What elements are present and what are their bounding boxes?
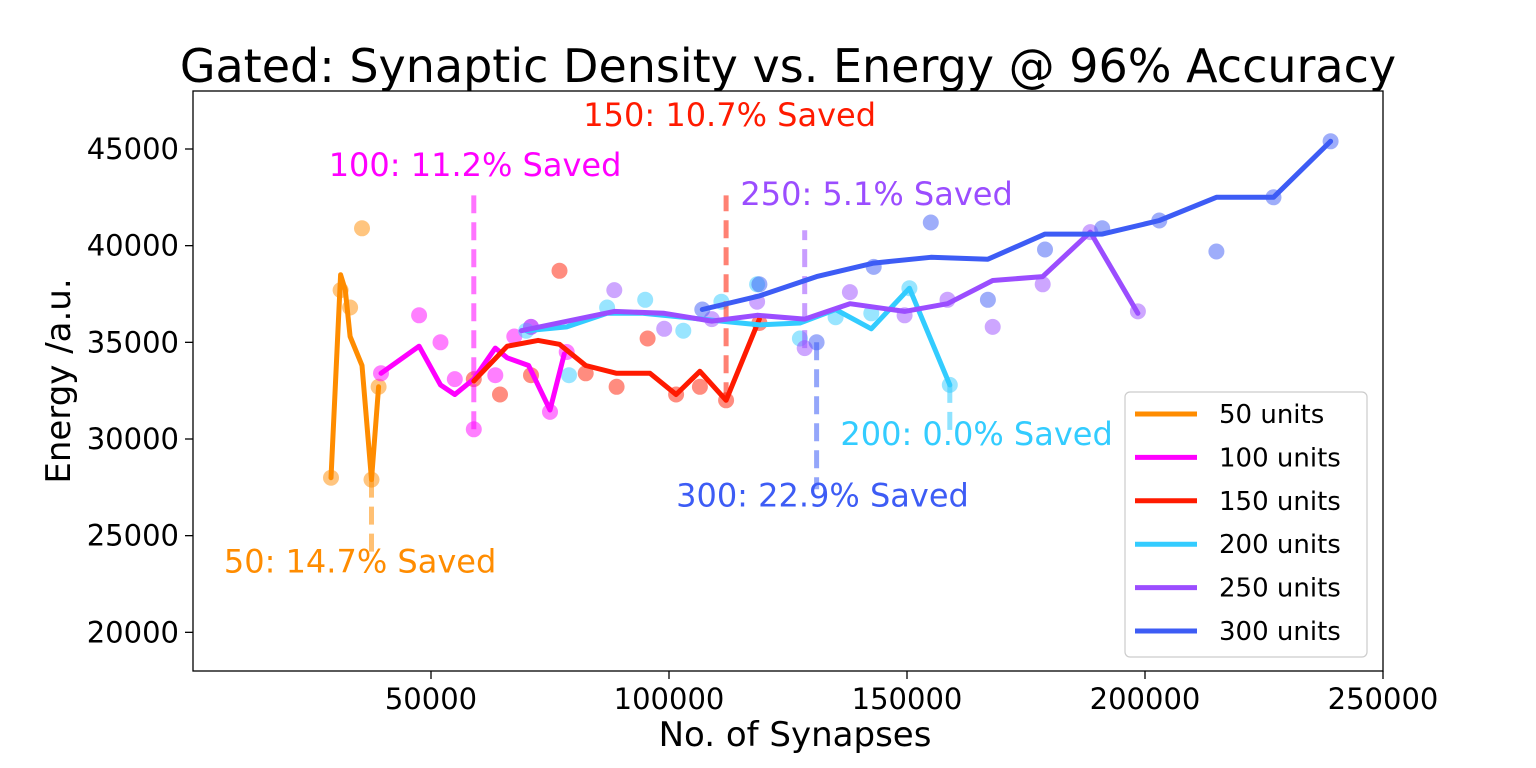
axes-frame — [192, 90, 1384, 672]
x-tick-label-4: 250000 — [1328, 682, 1439, 716]
legend-label-4: 250 units — [1219, 574, 1341, 604]
series-line-1 — [378, 343, 567, 413]
legend-label-5: 300 units — [1219, 617, 1341, 647]
data-point-1-2 — [432, 334, 449, 351]
data-point-4-9 — [984, 318, 1001, 335]
x-axis-ticks: 50000 100000 150000 200000 250000 — [385, 671, 1438, 716]
plot-area: 50: 14.7% Saved 100: 11.2% Saved 150: 10.7… — [224, 96, 1339, 581]
data-point-1-3 — [446, 371, 463, 388]
y-axis-ticks: 20000 25000 30000 35000 40000 45000 — [87, 132, 193, 649]
data-point-3-4 — [675, 322, 692, 339]
annotation-label-2: 150: 10.7% Saved — [583, 96, 876, 134]
x-axis-label: No. of Synapses — [659, 715, 932, 755]
series-line-5 — [699, 138, 1334, 312]
y-tick-label-2: 30000 — [87, 422, 179, 456]
legend-label-2: 150 units — [1219, 487, 1341, 517]
x-tick-label-1: 100000 — [614, 682, 725, 716]
x-tick-label-2: 150000 — [852, 682, 963, 716]
y-tick-label-3: 35000 — [87, 325, 179, 359]
data-point-5-6 — [1037, 241, 1053, 258]
data-point-4-1 — [606, 282, 623, 299]
y-tick-label-1: 25000 — [87, 519, 179, 553]
chart-title: Gated: Synaptic Density vs. Energy @ 96%… — [180, 39, 1396, 93]
data-point-4-10 — [1034, 276, 1051, 293]
data-point-2-3 — [551, 262, 568, 279]
x-tick-label-0: 50000 — [385, 682, 477, 716]
series-line-4 — [518, 229, 1141, 334]
data-point-5-9 — [1208, 243, 1225, 260]
y-tick-label-0: 20000 — [87, 615, 179, 649]
data-point-5-4 — [922, 214, 939, 231]
data-point-2-1 — [492, 386, 508, 403]
annotation-label-0: 50: 14.7% Saved — [224, 542, 496, 580]
data-point-4-6 — [841, 284, 858, 301]
series-line-2 — [471, 316, 762, 403]
legend-label-1: 100 units — [1219, 443, 1341, 473]
annotation-label-5: 300: 22.9% Saved — [676, 477, 969, 515]
annotations: 50: 14.7% Saved 100: 11.2% Saved 150: 10.7… — [224, 96, 1113, 581]
series-line-0 — [328, 272, 382, 483]
annotation-label-4: 200: 0.0% Saved — [840, 415, 1112, 453]
annotation-label-3: 250: 5.1% Saved — [740, 175, 1012, 213]
x-tick-label-3: 200000 — [1090, 682, 1201, 716]
data-point-1-5 — [487, 367, 504, 384]
data-point-5-5 — [979, 291, 996, 308]
data-point-2-5 — [608, 378, 625, 395]
data-point-1-6 — [506, 328, 523, 345]
data-point-2-6 — [639, 330, 656, 347]
y-axis-label: Energy /a.u. — [39, 278, 79, 483]
annotation-label-1: 100: 11.2% Saved — [329, 146, 622, 184]
legend-label-3: 200 units — [1219, 530, 1341, 560]
y-tick-label-4: 40000 — [87, 229, 179, 263]
legend: 50 units 100 units 150 units 200 units 250 u… — [1124, 391, 1368, 658]
data-point-3-3 — [637, 291, 654, 308]
series-lines — [328, 138, 1334, 483]
legend-label-0: 50 units — [1219, 400, 1324, 430]
y-tick-label-5: 45000 — [87, 132, 179, 166]
data-point-3-1 — [561, 367, 577, 384]
data-point-2-4 — [577, 365, 594, 382]
data-point-4-2 — [656, 320, 673, 337]
data-point-1-1 — [411, 307, 428, 324]
data-point-2-8 — [691, 378, 708, 395]
data-point-5-1 — [751, 276, 768, 293]
data-point-0-3 — [354, 220, 370, 237]
